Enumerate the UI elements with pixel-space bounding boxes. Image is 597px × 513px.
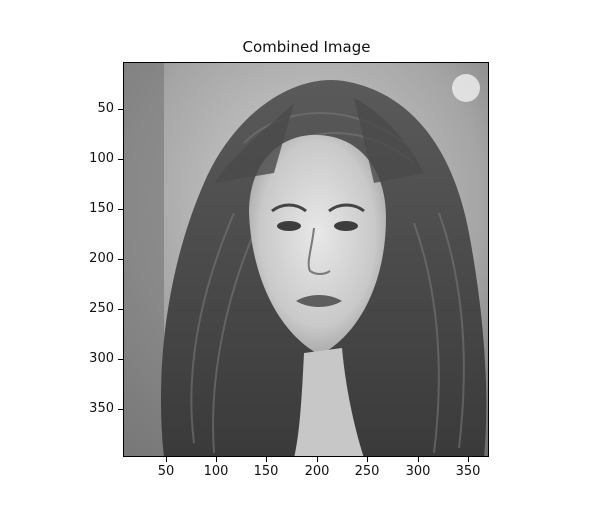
figure-title: Combined Image (242, 38, 371, 56)
x-tick (216, 457, 217, 462)
x-tick-label: 150 (253, 464, 279, 479)
y-tick-label: 200 (89, 251, 114, 266)
y-tick (118, 309, 123, 310)
x-tick-label: 300 (405, 464, 431, 479)
x-tick (418, 457, 419, 462)
x-tick-label: 200 (304, 464, 330, 479)
x-tick-label: 250 (354, 464, 380, 479)
y-tick (118, 159, 123, 160)
y-tick-label: 250 (89, 301, 114, 316)
y-tick-label: 300 (89, 351, 114, 366)
x-tick (317, 457, 318, 462)
y-tick (118, 359, 123, 360)
x-tick-label: 350 (455, 464, 481, 479)
y-tick-label: 150 (89, 201, 114, 216)
x-tick (166, 457, 167, 462)
y-tick (118, 209, 123, 210)
x-tick (266, 457, 267, 462)
x-tick (468, 457, 469, 462)
x-tick-label: 100 (203, 464, 229, 479)
y-tick-label: 50 (97, 101, 114, 116)
y-tick (118, 109, 123, 110)
y-tick-label: 350 (89, 401, 114, 416)
y-tick (118, 409, 123, 410)
portrait-photo (124, 63, 488, 456)
image-axes (123, 62, 489, 457)
y-tick (118, 259, 123, 260)
y-tick-label: 100 (89, 151, 114, 166)
x-tick-label: 50 (157, 464, 175, 479)
x-tick (367, 457, 368, 462)
